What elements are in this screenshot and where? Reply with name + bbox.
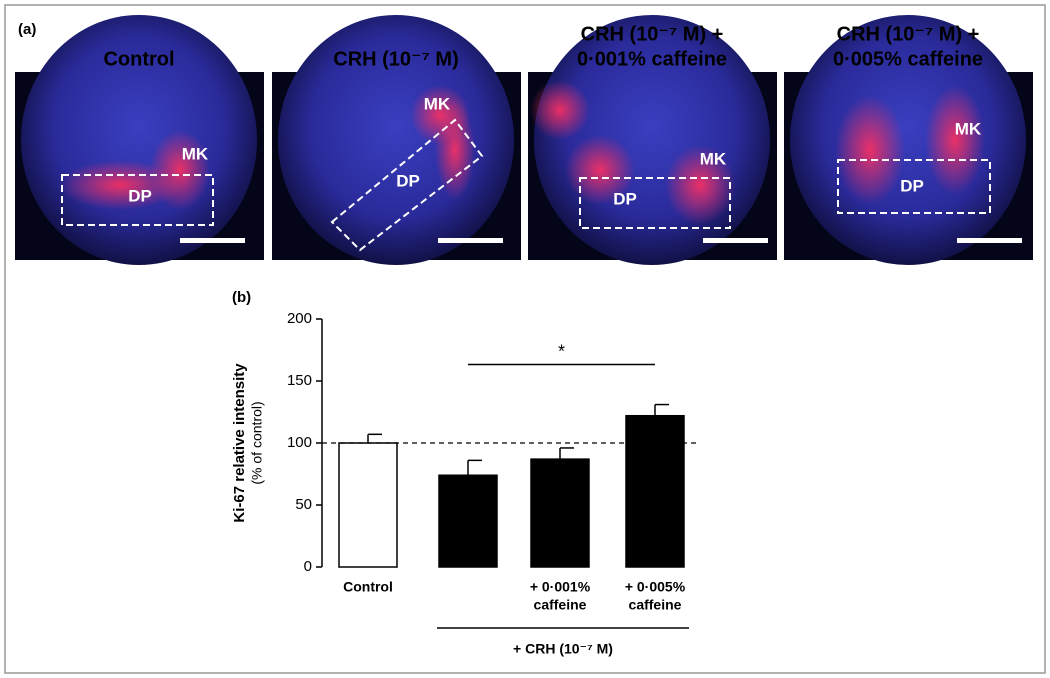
stain [435, 100, 475, 200]
image-title: CRH (10⁻⁷ M) [333, 48, 458, 70]
scale-bar [438, 238, 503, 243]
frame [4, 4, 1046, 674]
scale-bar [703, 238, 768, 243]
stain [835, 95, 905, 205]
region-label: DP [613, 189, 637, 208]
roi-box [330, 118, 484, 252]
bar [625, 414, 685, 568]
roi-box [837, 159, 991, 214]
region-label: MK [182, 144, 209, 163]
stain [665, 145, 735, 225]
y-axis-label: Ki-67 relative intensity [231, 363, 248, 523]
stain [530, 80, 590, 140]
x-tick-label: caffeine [534, 597, 587, 613]
bar [530, 458, 590, 568]
micrograph: MK DP [784, 15, 1033, 265]
bar [438, 474, 498, 568]
y-tick-label: 200 [287, 310, 312, 327]
micrograph: MK DP [15, 15, 264, 265]
tissue [790, 15, 1026, 265]
x-tick-label: + 0·001% [530, 579, 591, 595]
y-tick-label: 0 [304, 558, 312, 575]
stain [60, 160, 180, 210]
region-label: DP [128, 186, 152, 205]
x-tick-label: caffeine [629, 597, 682, 613]
panel-label: (b) [232, 289, 251, 306]
x-tick-label: Control [343, 579, 393, 595]
scale-bar [957, 238, 1022, 243]
panel-label: (a) [18, 21, 36, 38]
stain [925, 85, 985, 195]
roi-box [61, 174, 214, 226]
region-label: MK [700, 149, 727, 168]
y-tick-label: 50 [295, 496, 312, 513]
x-tick-label: + 0·005% [625, 579, 686, 595]
tissue [278, 15, 514, 265]
stain [565, 135, 635, 205]
image-title: CRH (10⁻⁷ M) + [837, 23, 980, 45]
y-tick-label: 100 [287, 434, 312, 451]
image-title: 0·005% caffeine [833, 48, 983, 70]
region-label: DP [396, 171, 420, 190]
image-title: 0·001% caffeine [577, 48, 727, 70]
y-axis-label: (% of control) [249, 401, 265, 484]
image-title: Control [103, 48, 174, 70]
region-label: MK [424, 94, 451, 113]
micrograph: MK DP [272, 15, 521, 265]
stain [150, 130, 210, 210]
image-title: CRH (10⁻⁷ M) + [581, 23, 724, 45]
roi-box [579, 177, 731, 229]
scale-bar [180, 238, 245, 243]
y-tick-label: 150 [287, 372, 312, 389]
region-label: DP [900, 176, 924, 195]
micrograph: MK DP [528, 15, 777, 265]
bar [338, 442, 398, 568]
significance-label: * [558, 341, 565, 361]
group-label: + CRH (10⁻⁷ M) [513, 641, 613, 657]
region-label: MK [955, 119, 982, 138]
